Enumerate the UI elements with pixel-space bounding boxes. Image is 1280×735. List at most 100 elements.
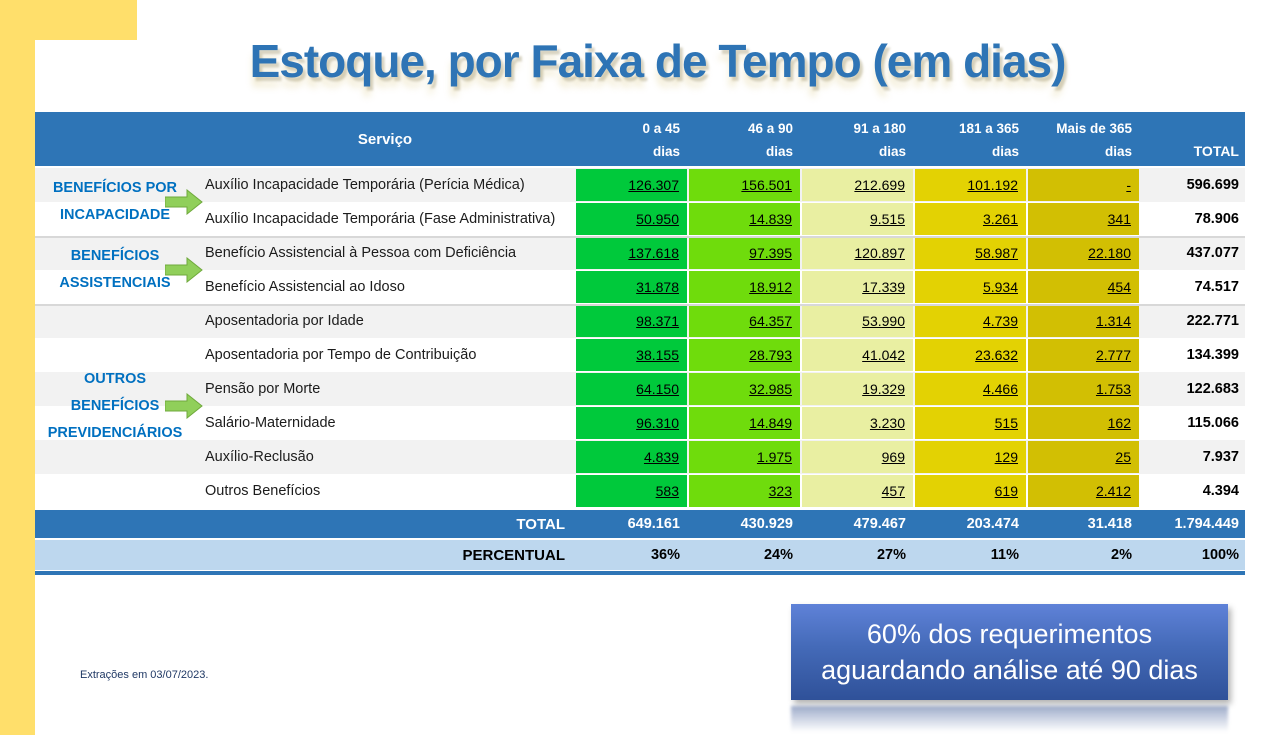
value-fill: 64.357	[689, 305, 800, 337]
value-fill: 457	[802, 475, 913, 507]
value-fill: 619	[915, 475, 1026, 507]
value-fill: 28.793	[689, 339, 800, 371]
value-text: 17.339	[862, 279, 905, 295]
column-header-label: 181 a 365	[958, 121, 1019, 136]
value-cell: 619	[914, 474, 1027, 508]
value-text: 31.878	[636, 279, 679, 295]
service-name: Benefício Assistencial à Pessoa com Defi…	[205, 245, 517, 261]
value-fill: 2.412	[1028, 475, 1139, 507]
column-header-label: 91 a 180	[853, 121, 906, 136]
value-cell: 129	[914, 440, 1027, 474]
category-spacer	[35, 168, 195, 202]
service-name: Pensão por Morte	[205, 381, 321, 397]
value-text: 341	[1107, 211, 1131, 227]
value-cell: 101.192	[914, 168, 1027, 202]
value-fill: 583	[576, 475, 687, 507]
value-text: 323	[768, 483, 792, 499]
row-total: 115.066	[1187, 415, 1239, 431]
row-total: 74.517	[1194, 279, 1239, 295]
column-header-sub: dias	[765, 144, 793, 159]
value-text: 64.357	[749, 313, 792, 329]
value-fill: 323	[689, 475, 800, 507]
value-cell: 457	[801, 474, 914, 508]
value-cell: 515	[914, 406, 1027, 440]
value-cell: 120.897	[801, 236, 914, 270]
value-cell: 25	[1027, 440, 1140, 474]
value-cell: 64.357	[688, 304, 801, 338]
value-cell: 17.339	[801, 270, 914, 304]
value-cell: 22.180	[1027, 236, 1140, 270]
value-cell: 583	[575, 474, 688, 508]
value-cell: 4.839	[575, 440, 688, 474]
value-text: 1.314	[1095, 313, 1131, 329]
value-fill: 53.990	[802, 305, 913, 337]
value-cell: 58.987	[914, 236, 1027, 270]
column-header-3: 91 a 180 dias	[801, 112, 914, 166]
value-cell: 5.934	[914, 270, 1027, 304]
value-fill: 515	[915, 407, 1026, 439]
value-fill: 25	[1028, 441, 1139, 473]
value-text: 4.739	[982, 313, 1018, 329]
value-cell: 3.261	[914, 202, 1027, 236]
category-spacer	[35, 372, 195, 406]
value-text: 2.412	[1095, 483, 1131, 499]
value-text: 41.042	[862, 347, 905, 363]
value-cell: 32.985	[688, 372, 801, 406]
value-fill: 41.042	[802, 339, 913, 371]
value-text: 2.777	[1095, 347, 1131, 363]
value-text: 14.839	[749, 211, 792, 227]
table-row: Benefício Assistencial à Pessoa com Defi…	[35, 236, 1245, 270]
callout-line: 60% dos requerimentos	[866, 619, 1153, 649]
row-total: 122.683	[1186, 381, 1239, 397]
value-text: 156.501	[741, 177, 792, 193]
value-text: 25	[1115, 449, 1131, 465]
value-fill: 1.975	[689, 441, 800, 473]
value-cell: 38.155	[575, 338, 688, 372]
value-text: 19.329	[862, 381, 905, 397]
value-text: 5.934	[982, 279, 1018, 295]
value-cell: 31.878	[575, 270, 688, 304]
value-fill: 97.395	[689, 237, 800, 269]
value-text: 1.975	[756, 449, 792, 465]
value-cell: 97.395	[688, 236, 801, 270]
value-fill: -	[1028, 169, 1139, 201]
value-fill: 4.839	[576, 441, 687, 473]
value-fill: 38.155	[576, 339, 687, 371]
table-row: Aposentadoria por Tempo de Contribuição 3…	[35, 338, 1245, 372]
value-fill: 162	[1028, 407, 1139, 439]
value-text: 126.307	[628, 177, 679, 193]
value-fill: 1.314	[1028, 305, 1139, 337]
service-name: Benefício Assistencial ao Idoso	[205, 279, 405, 295]
summary-value: 36%	[650, 547, 680, 563]
table-header-row: Serviço 0 a 45 dias 46 a 90 dias 91 a 180 dia…	[35, 112, 1245, 166]
value-fill: 3.261	[915, 203, 1026, 235]
summary-value: 203.474	[966, 516, 1019, 532]
column-header-sub: dias	[878, 144, 906, 159]
value-text: 120.897	[854, 245, 905, 261]
service-name: Aposentadoria por Idade	[205, 313, 364, 329]
value-text: 4.839	[643, 449, 679, 465]
value-text: 53.990	[862, 313, 905, 329]
summary-value: 2%	[1111, 547, 1132, 563]
value-fill: 5.934	[915, 271, 1026, 303]
column-header-sub: dias	[991, 144, 1019, 159]
value-text: 18.912	[749, 279, 792, 295]
column-header-sub: dias	[652, 144, 680, 159]
header-servico: Serviço	[357, 130, 413, 148]
stock-table: Serviço 0 a 45 dias 46 a 90 dias 91 a 180 dia…	[35, 112, 1245, 575]
percent-row-label: PERCENTUAL	[462, 546, 565, 564]
category-spacer	[35, 202, 195, 236]
service-name: Salário-Maternidade	[205, 415, 336, 431]
value-fill: 120.897	[802, 237, 913, 269]
summary-value: 31.418	[1087, 516, 1132, 532]
value-fill: 50.950	[576, 203, 687, 235]
category-spacer	[35, 406, 195, 440]
column-header-1: 0 a 45 dias	[575, 112, 688, 166]
value-text: 4.466	[982, 381, 1018, 397]
value-text: 14.849	[749, 415, 792, 431]
table-row: Auxílio Incapacidade Temporária (Perícia…	[35, 168, 1245, 202]
value-cell: 454	[1027, 270, 1140, 304]
group-divider	[35, 304, 1245, 306]
value-fill: 2.777	[1028, 339, 1139, 371]
value-cell: 1.314	[1027, 304, 1140, 338]
